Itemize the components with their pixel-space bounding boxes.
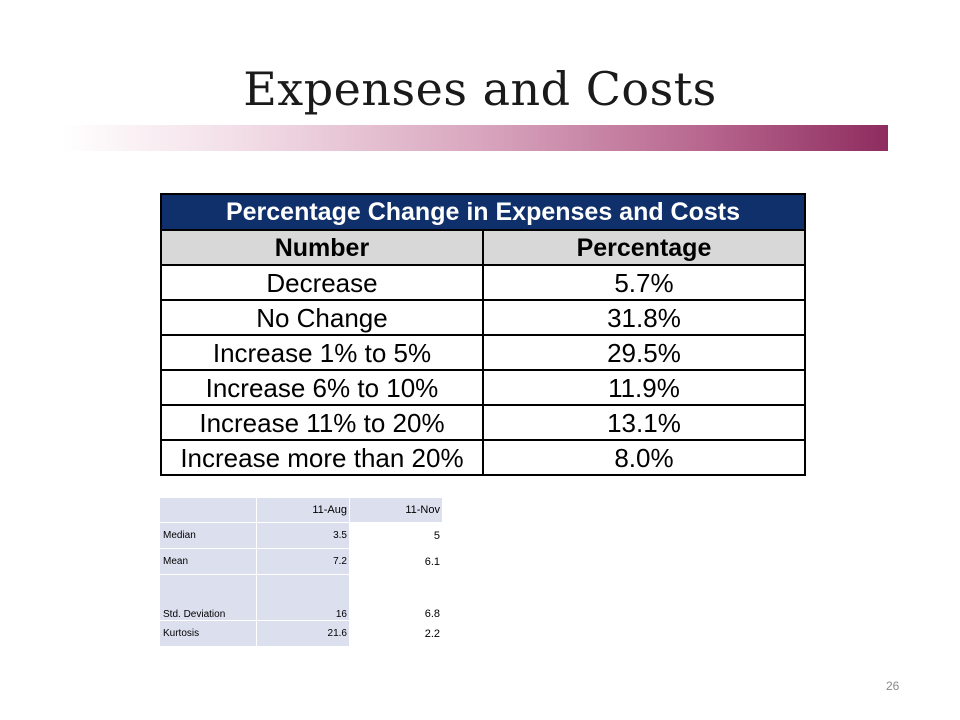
- column-header-percentage: Percentage: [481, 229, 807, 266]
- stats-value-aug: 7.2: [256, 548, 350, 575]
- slide-title: Expenses and Costs: [243, 62, 717, 116]
- row-label: Increase 6% to 10%: [160, 369, 484, 406]
- stats-header-nov: 11-Nov: [349, 497, 443, 523]
- row-label: Increase more than 20%: [160, 439, 484, 476]
- table-row: Increase 11% to 20% 13.1%: [160, 404, 807, 441]
- row-percentage: 13.1%: [481, 404, 807, 441]
- stats-row: Kurtosis 21.6 2.2: [159, 620, 443, 647]
- page-number: 26: [886, 679, 900, 693]
- stats-value-nov: 6.8: [349, 574, 443, 621]
- table-row: Increase more than 20% 8.0%: [160, 439, 807, 476]
- row-percentage: 31.8%: [481, 299, 807, 336]
- row-percentage: 5.7%: [481, 264, 807, 301]
- stats-header-row: 11-Aug 11-Nov: [159, 497, 443, 523]
- statistics-table: 11-Aug 11-Nov Median 3.5 5 Mean 7.2 6.1 …: [159, 497, 443, 647]
- stats-label: Std. Deviation: [159, 574, 257, 621]
- stats-header-blank: [159, 497, 257, 523]
- stats-value-aug: 21.6: [256, 620, 350, 647]
- stats-value-aug: 16: [256, 574, 350, 621]
- stats-header-aug: 11-Aug: [256, 497, 350, 523]
- row-label: Increase 11% to 20%: [160, 404, 484, 441]
- stats-value-aug: 3.5: [256, 522, 350, 549]
- row-percentage: 11.9%: [481, 369, 807, 406]
- stats-label: Mean: [159, 548, 257, 575]
- stats-row: Std. Deviation 16 6.8: [159, 574, 443, 621]
- stats-label: Kurtosis: [159, 620, 257, 647]
- column-header-number: Number: [160, 229, 484, 266]
- title-gradient-bar: [62, 125, 888, 151]
- row-percentage: 8.0%: [481, 439, 807, 476]
- stats-value-nov: 5: [349, 522, 443, 549]
- table-row: Decrease 5.7%: [160, 264, 807, 301]
- row-label: Increase 1% to 5%: [160, 334, 484, 371]
- stats-label: Median: [159, 522, 257, 549]
- table-title: Percentage Change in Expenses and Costs: [160, 193, 806, 231]
- table-row: Increase 6% to 10% 11.9%: [160, 369, 807, 406]
- table-row: Increase 1% to 5% 29.5%: [160, 334, 807, 371]
- row-percentage: 29.5%: [481, 334, 807, 371]
- percentage-change-table: Percentage Change in Expenses and Costs …: [160, 193, 807, 476]
- stats-row: Mean 7.2 6.1: [159, 548, 443, 575]
- row-label: Decrease: [160, 264, 484, 301]
- table-row: No Change 31.8%: [160, 299, 807, 336]
- stats-value-nov: 6.1: [349, 548, 443, 575]
- table-header-row: Number Percentage: [160, 229, 807, 266]
- row-label: No Change: [160, 299, 484, 336]
- table-title-row: Percentage Change in Expenses and Costs: [160, 193, 806, 231]
- stats-value-nov: 2.2: [349, 620, 443, 647]
- stats-row: Median 3.5 5: [159, 522, 443, 549]
